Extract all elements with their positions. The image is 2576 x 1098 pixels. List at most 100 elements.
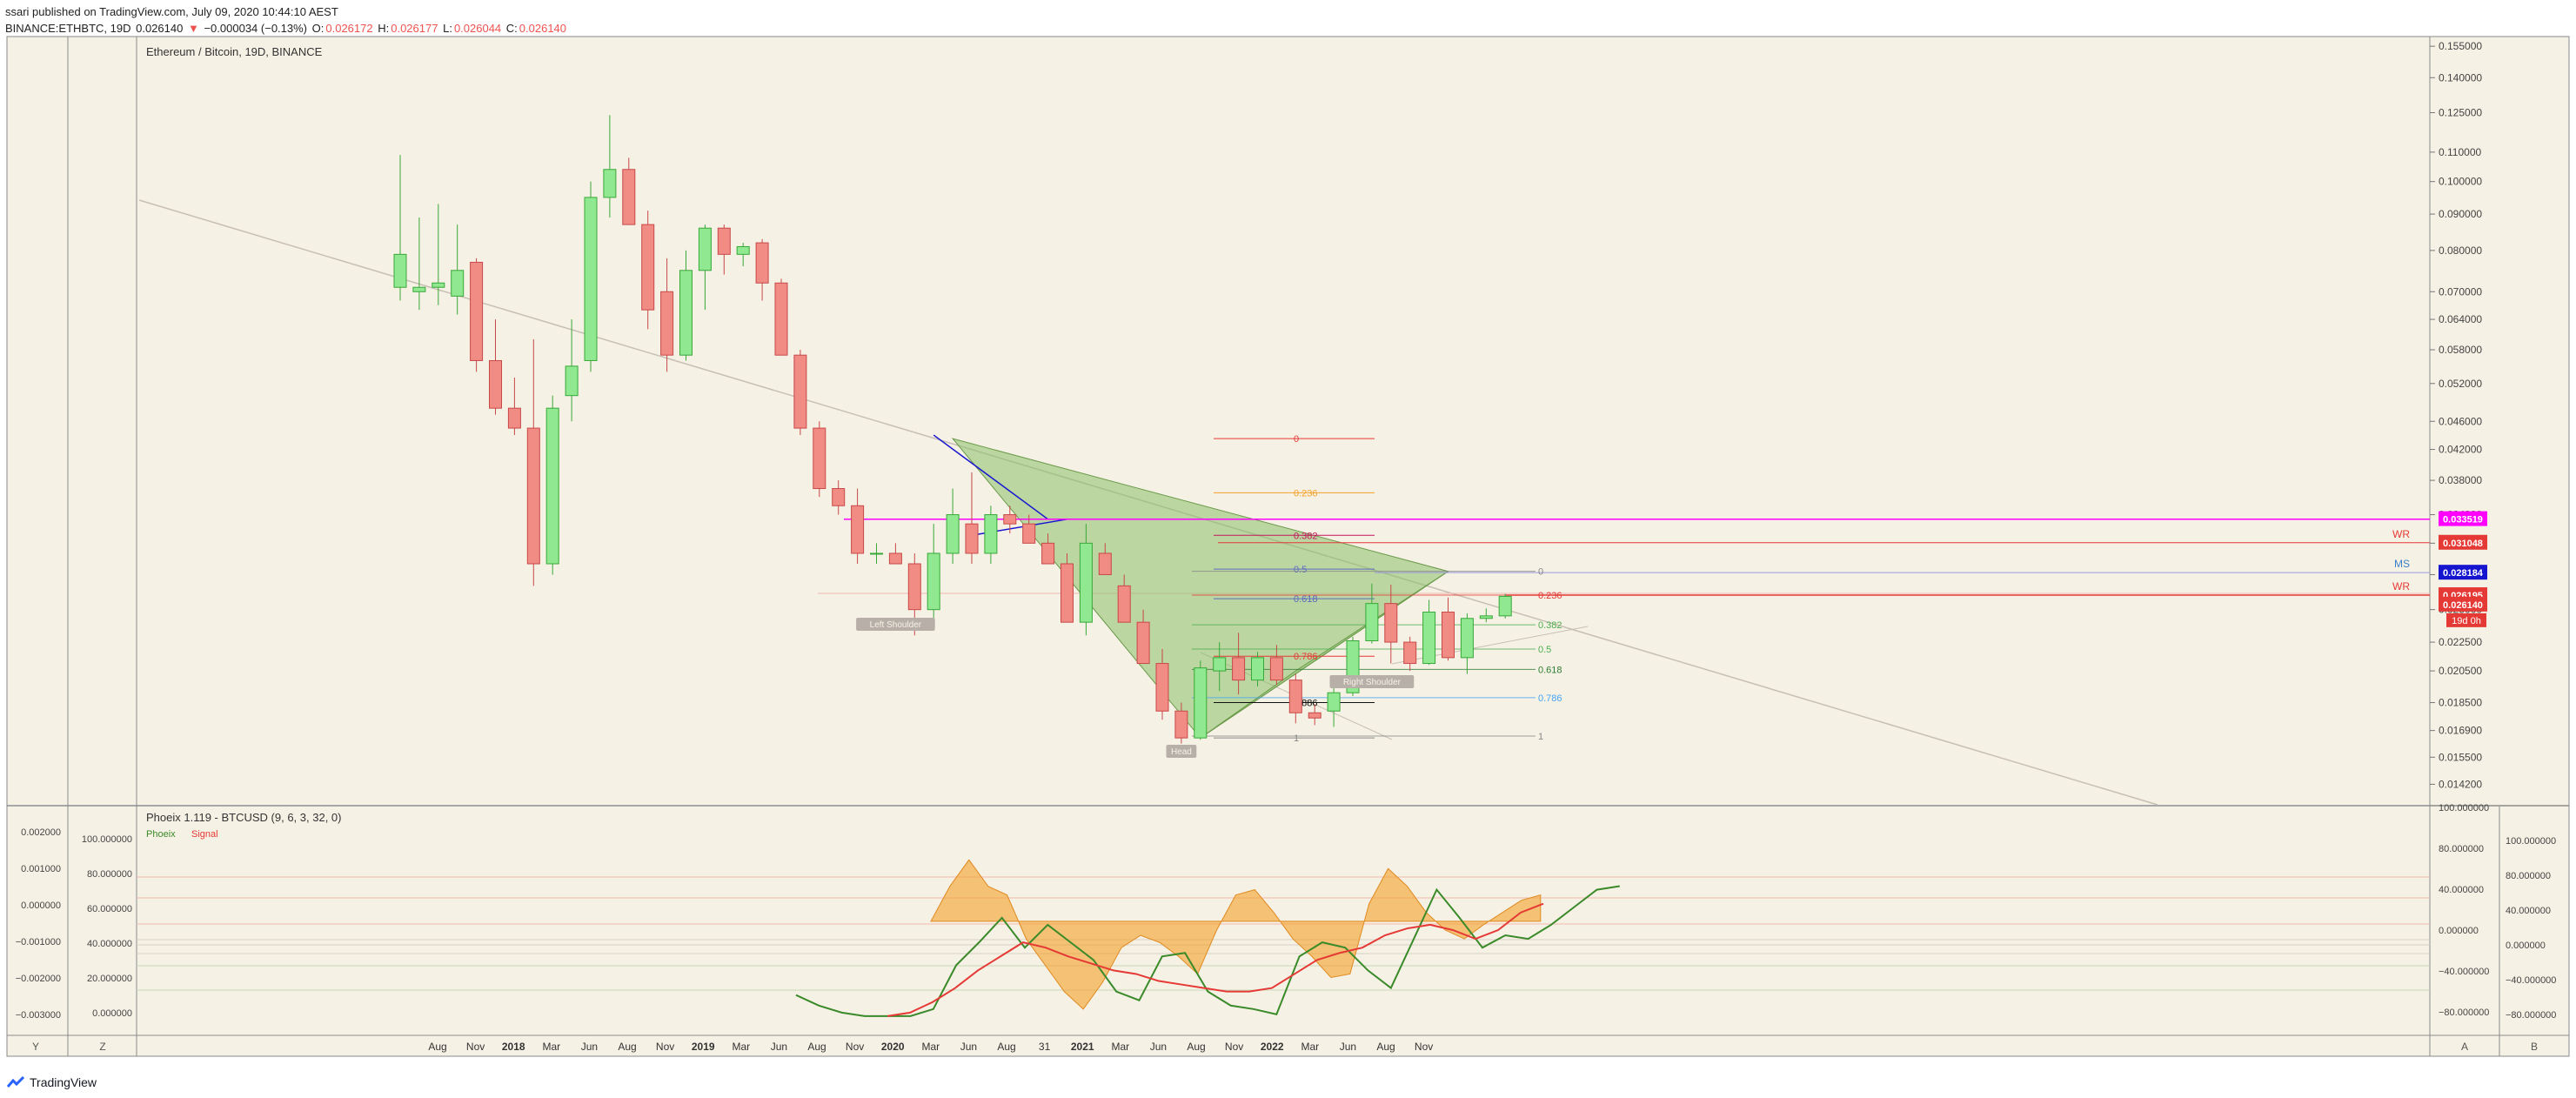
time-tick-label: Aug [618, 1041, 636, 1053]
time-tick-label: Aug [1187, 1041, 1205, 1053]
candle-body [584, 197, 598, 361]
osc-left-tick: 0.001000 [21, 864, 61, 874]
y-axis-button[interactable]: Y [32, 1041, 39, 1053]
right-shoulder-label: Right Shoulder [1343, 678, 1402, 687]
price-tick-label: 0.155000 [2439, 40, 2482, 52]
a-axis-button[interactable]: A [2461, 1041, 2468, 1053]
time-tick-label: 2020 [881, 1041, 905, 1053]
candle-body [1308, 712, 1321, 719]
time-tick-label: Aug [428, 1041, 446, 1053]
osc-left-tick: 0.002000 [21, 827, 61, 838]
candle-body [489, 359, 502, 409]
time-tick-label: Jun [581, 1041, 598, 1053]
fib2-level-label: 0.382 [1538, 620, 1562, 631]
osc-left-tick: −0.003000 [16, 1010, 61, 1021]
osc-right-tick-2: 40.000000 [2506, 906, 2551, 916]
price-tick-label: 0.070000 [2439, 285, 2482, 298]
osc-red-line [887, 902, 1544, 1017]
osc-inner-tick: 60.000000 [87, 904, 132, 914]
candle-body [1098, 552, 1112, 575]
high-value: 0.026177 [391, 22, 438, 35]
candle-body [1213, 657, 1227, 672]
fib2-level-label: 0.618 [1538, 665, 1562, 675]
osc-right-tick: −40.000000 [2439, 967, 2489, 977]
fib2-level-label: 0.236 [1538, 591, 1562, 601]
fib-level-label: 0.5 [1294, 565, 1307, 575]
open-label: O: [311, 22, 325, 35]
candle-body [1251, 657, 1264, 681]
price-tick-label: 0.064000 [2439, 313, 2482, 325]
symbol-line: BINANCE:ETHBTC, 19D 0.026140 ▼ −0.000034… [5, 20, 568, 37]
price-tick-label: 0.140000 [2439, 71, 2482, 84]
fib2-level-label: 1 [1538, 732, 1543, 742]
candle-body [1003, 514, 1017, 525]
head-label-bg [1166, 745, 1197, 758]
b-axis-button[interactable]: B [2531, 1041, 2538, 1053]
candle-body [1232, 657, 1246, 681]
wr-label-2: WR [2392, 580, 2410, 593]
osc-left-tick: 0.000000 [21, 900, 61, 911]
price-tick-label: 0.022500 [2439, 636, 2482, 648]
time-tick-label: Mar [1111, 1041, 1129, 1053]
candle-body [565, 365, 579, 397]
candle-body [736, 245, 750, 255]
fib-level-label: 0.618 [1294, 594, 1318, 605]
price-label-bg [2439, 596, 2487, 612]
time-tick-label: Nov [1415, 1041, 1433, 1053]
ms-label: MS [2394, 558, 2410, 570]
price-tick-label: 0.046000 [2439, 415, 2482, 427]
candle-body [470, 261, 484, 361]
osc-right-tick-2: −80.000000 [2506, 1010, 2556, 1021]
osc-right-tick-2: −40.000000 [2506, 975, 2556, 986]
candle-body [698, 227, 712, 271]
osc-inner-tick: 0.000000 [92, 1008, 132, 1019]
candle-body [1422, 612, 1436, 665]
candle-body [622, 169, 636, 225]
left-shoulder-label: Left Shoulder [870, 620, 922, 630]
osc-right-tick: −80.000000 [2439, 1008, 2489, 1018]
osc-right-tick: 40.000000 [2439, 885, 2484, 895]
indicator-title: Phoeix 1.119 - BTCUSD (9, 6, 3, 32, 0) [146, 811, 341, 824]
fib-level-label: 0.382 [1294, 531, 1318, 541]
price-tick-label: 0.016900 [2439, 725, 2482, 737]
time-tick-label: Mar [1301, 1041, 1319, 1053]
osc-right-tick-2: 0.000000 [2506, 941, 2546, 951]
osc-inner-tick: 80.000000 [87, 869, 132, 880]
fib2-level-label: 0.786 [1538, 693, 1562, 704]
price-tick-label: 0.042000 [2439, 444, 2482, 456]
high-label: H: [378, 22, 390, 35]
price-label: 0.031048 [2443, 539, 2483, 549]
low-label: L: [443, 22, 452, 35]
price-tick-label: 0.014200 [2439, 778, 2482, 790]
price-tick-label: 0.058000 [2439, 344, 2482, 356]
price-tick-label: 0.080000 [2439, 244, 2482, 257]
osc-right-tick: 100.000000 [2439, 803, 2489, 813]
price-label-bg [2439, 511, 2487, 526]
wr-label: WR [2392, 528, 2410, 540]
osc-right-tick-2: 100.000000 [2506, 836, 2556, 847]
osc-legend-red: Signal [191, 829, 218, 840]
candle-body [412, 286, 426, 292]
chart-header: ssari published on TradingView.com, July… [5, 3, 568, 37]
chart-border [6, 36, 2570, 1057]
left-shoulder-label-bg [856, 618, 935, 631]
candle-body [1288, 680, 1302, 713]
time-tick-label: Aug [807, 1041, 826, 1053]
candle-body [1022, 523, 1036, 544]
tradingview-logo[interactable]: TradingView [7, 1075, 97, 1089]
time-tick-label: 2021 [1071, 1041, 1094, 1053]
last-price: 0.026140 [136, 22, 184, 35]
candle-body [1327, 692, 1341, 712]
time-axis-bg[interactable] [7, 1035, 2430, 1056]
time-tick-label: 2019 [692, 1041, 715, 1053]
z-axis-button[interactable]: Z [99, 1041, 105, 1053]
candle-body [965, 523, 979, 554]
candle-body [870, 552, 883, 555]
candle-body [432, 282, 445, 288]
main-title: Ethereum / Bitcoin, 19D, BINANCE [146, 45, 323, 58]
osc-left-tick: −0.002000 [16, 974, 61, 984]
candle-body [641, 224, 655, 311]
candle-body [907, 563, 921, 611]
price-tick-label: 0.100000 [2439, 176, 2482, 188]
